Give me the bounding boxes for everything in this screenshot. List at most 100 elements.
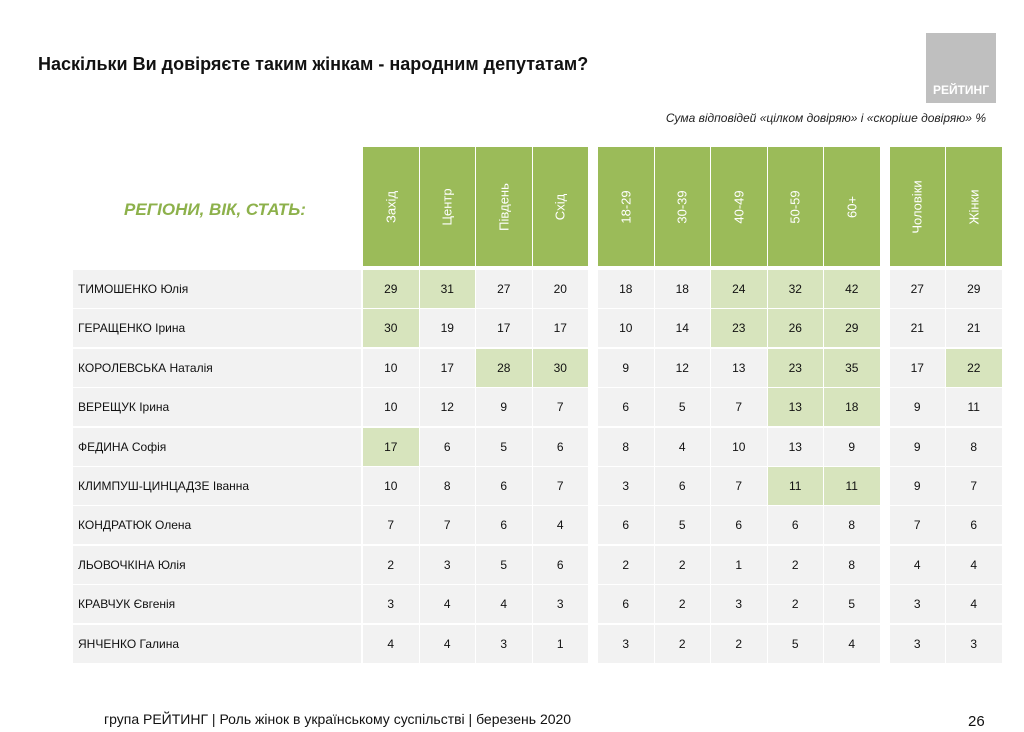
cell: 4	[946, 545, 1002, 584]
column-header-text: Захід	[383, 190, 399, 224]
row-name: ФЕДИНА Софія	[73, 427, 361, 466]
cell: 2	[363, 545, 419, 584]
row-name: ГЕРАЩЕНКО Ірина	[73, 309, 361, 348]
cell: 11	[767, 467, 823, 505]
column-header: 50-59	[767, 147, 823, 266]
cell: 8	[598, 427, 654, 466]
cell: 6	[598, 506, 654, 545]
cell: 6	[476, 506, 532, 545]
cell: 17	[363, 427, 419, 466]
cell: 9	[889, 427, 945, 466]
cell: 9	[889, 388, 945, 427]
cell: 12	[654, 348, 710, 387]
subtitle: Сума відповідей «цілком довіряю» і «скор…	[665, 111, 986, 125]
cell: 7	[419, 506, 475, 545]
column-header-text: 50-59	[787, 190, 803, 224]
cell: 2	[711, 624, 767, 663]
cell: 17	[532, 309, 588, 348]
cell: 2	[654, 585, 710, 624]
cell: 19	[419, 309, 475, 348]
cell: 23	[767, 348, 823, 387]
cell: 5	[767, 624, 823, 663]
cell: 3	[532, 585, 588, 624]
cell: 4	[419, 624, 475, 663]
cell: 6	[598, 388, 654, 427]
logo: РЕЙТИНГ	[926, 33, 996, 103]
cell: 3	[476, 624, 532, 663]
column-header: 60+	[824, 147, 880, 266]
cell: 21	[946, 309, 1002, 348]
cell: 3	[419, 545, 475, 584]
column-header: Чоловіки	[889, 147, 945, 266]
cell: 9	[889, 467, 945, 505]
cell: 9	[824, 427, 880, 466]
cell: 30	[363, 309, 419, 348]
cell: 10	[363, 388, 419, 427]
cell: 3	[946, 624, 1002, 663]
row-name: КОНДРАТЮК Олена	[73, 506, 361, 545]
column-header-text: Чоловіки	[909, 180, 925, 234]
cell: 8	[824, 545, 880, 584]
cell: 7	[711, 388, 767, 427]
column-header: Південь	[476, 147, 532, 266]
cell: 10	[363, 348, 419, 387]
cell: 27	[889, 270, 945, 308]
cell: 2	[767, 585, 823, 624]
cell: 6	[419, 427, 475, 466]
cell: 4	[363, 624, 419, 663]
cell: 13	[711, 348, 767, 387]
cell: 3	[598, 624, 654, 663]
cell: 9	[476, 388, 532, 427]
cell: 6	[598, 585, 654, 624]
cell: 7	[946, 467, 1002, 505]
cell: 6	[654, 467, 710, 505]
cell: 3	[711, 585, 767, 624]
cell: 17	[419, 348, 475, 387]
section-label: РЕГІОНИ, ВІК, СТАТЬ:	[124, 200, 306, 219]
footer: група РЕЙТИНГ | Роль жінок в українськом…	[104, 711, 572, 727]
cell: 29	[824, 309, 880, 348]
cell: 22	[946, 348, 1002, 387]
cell: 4	[946, 585, 1002, 624]
cell: 4	[532, 506, 588, 545]
cell: 8	[419, 467, 475, 505]
cell: 12	[419, 388, 475, 427]
column-header-text: 30-39	[674, 190, 690, 224]
row-name: КОРОЛЕВСЬКА Наталія	[73, 348, 361, 387]
column-header: Центр	[419, 147, 475, 266]
cell: 21	[889, 309, 945, 348]
cell: 7	[363, 506, 419, 545]
cell: 8	[946, 427, 1002, 466]
cell: 31	[419, 270, 475, 308]
cell: 11	[946, 388, 1002, 427]
column-header-text: 60+	[844, 195, 860, 219]
cell: 6	[767, 506, 823, 545]
cell: 5	[824, 585, 880, 624]
cell: 2	[598, 545, 654, 584]
cell: 11	[824, 467, 880, 505]
cell: 4	[654, 427, 710, 466]
cell: 4	[889, 545, 945, 584]
cell: 10	[598, 309, 654, 348]
cell: 20	[532, 270, 588, 308]
cell: 29	[363, 270, 419, 308]
column-header: 30-39	[654, 147, 710, 266]
column-header-text: 40-49	[731, 190, 747, 224]
cell: 7	[532, 388, 588, 427]
row-name: ЯНЧЕНКО Галина	[73, 624, 361, 663]
column-header: 18-29	[598, 147, 654, 266]
cell: 6	[946, 506, 1002, 545]
cell: 10	[363, 467, 419, 505]
row-name: КЛИМПУШ-ЦИНЦАДЗЕ Іванна	[73, 467, 361, 505]
column-header: 40-49	[711, 147, 767, 266]
cell: 6	[711, 506, 767, 545]
cell: 17	[889, 348, 945, 387]
column-header-text: Жінки	[966, 189, 982, 225]
cell: 18	[824, 388, 880, 427]
cell: 10	[711, 427, 767, 466]
cell: 4	[476, 585, 532, 624]
cell: 14	[654, 309, 710, 348]
row-name: ЛЬОВОЧКІНА Юлія	[73, 545, 361, 584]
column-header-text: 18-29	[618, 190, 634, 224]
cell: 5	[654, 388, 710, 427]
